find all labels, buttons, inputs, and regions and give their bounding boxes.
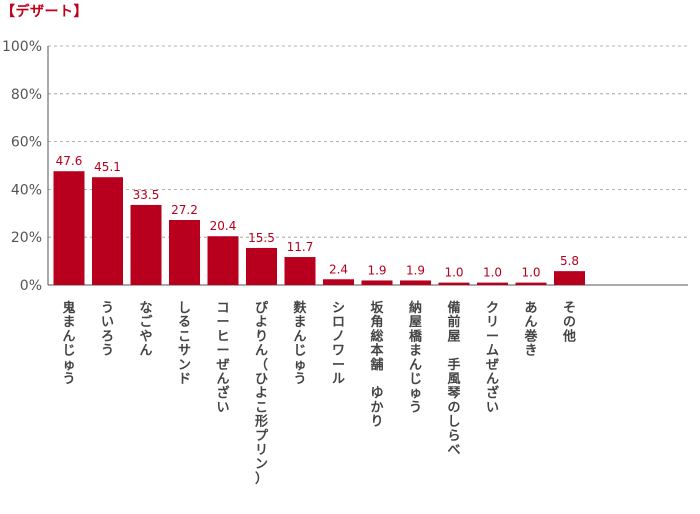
bar [207, 236, 239, 285]
chart-title: 【デザート】 [1, 4, 88, 20]
bar [554, 271, 585, 285]
data-label: 1.9 [406, 263, 425, 277]
bar [323, 279, 354, 285]
data-label: 27.2 [171, 203, 198, 217]
y-tick-label: 20% [11, 230, 42, 246]
data-label: 47.6 [56, 154, 83, 168]
category-label: 鬼まんじゅう [62, 300, 75, 387]
bar [477, 282, 508, 285]
category-label: クリームぜんざい [486, 301, 499, 415]
y-tick-label: 40% [11, 182, 42, 198]
bar [284, 257, 316, 285]
bar [246, 247, 277, 285]
data-label: 2.4 [329, 262, 348, 276]
data-label: 1.9 [367, 263, 386, 277]
y-tick-label: 80% [11, 87, 42, 103]
bar [400, 280, 431, 285]
category-label: なごやん [139, 301, 153, 359]
category-label: 備前屋 手風琴のしらべ [447, 300, 461, 458]
category-label: ういろう [101, 301, 114, 359]
bar [92, 177, 123, 285]
bar [361, 280, 393, 285]
data-label: 45.1 [94, 160, 121, 174]
category-label: 麩まんじゅう [292, 300, 306, 387]
bar [53, 171, 85, 285]
category-label: その他 [562, 301, 576, 344]
data-label: 5.8 [560, 254, 579, 268]
data-label: 1.0 [521, 266, 540, 280]
data-label: 1.0 [444, 266, 463, 280]
data-label: 15.5 [248, 231, 275, 245]
category-label: コーヒーぜんざい [216, 301, 229, 415]
bar [515, 282, 547, 285]
category-label: シロノワール [332, 301, 345, 387]
y-tick-label: 60% [11, 135, 42, 151]
bar [438, 282, 470, 285]
bar [169, 219, 200, 285]
data-label: 20.4 [210, 219, 237, 233]
category-label: 納屋橋まんじゅう [409, 300, 423, 415]
category-label: あん巻き [523, 301, 538, 359]
bar [130, 204, 162, 285]
category-label: 坂角総本舗 ゆかり [369, 300, 384, 430]
category-label: ぴよりん（ひよこ形プリン） [255, 301, 269, 486]
data-label: 1.0 [483, 266, 502, 280]
data-label: 33.5 [133, 188, 160, 202]
data-label: 11.7 [287, 240, 314, 254]
y-tick-label: 0% [20, 278, 42, 294]
y-tick-label: 100% [2, 39, 42, 55]
category-label: しるこサンド [178, 301, 191, 387]
